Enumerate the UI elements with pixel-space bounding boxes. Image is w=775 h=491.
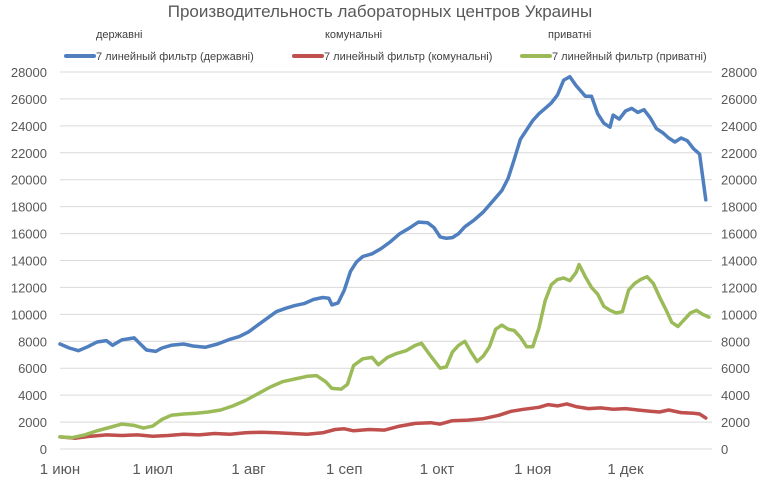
- y-tick-label-left: 12000: [11, 280, 47, 295]
- legend: 7 линейный фильтр (державні) 7 линейный ф…: [64, 51, 707, 63]
- x-tick-label: 1 ноя: [514, 461, 551, 478]
- x-axis: 1 июн 1 июл 1 авг 1 сеп 1 окт 1 ноя 1 дек: [40, 461, 644, 478]
- y-tick-label-right: 10000: [721, 307, 757, 322]
- y-tick-label-left: 6000: [18, 361, 47, 376]
- y-tick-label-left: 22000: [11, 146, 47, 161]
- y-tick-label-right: 24000: [721, 119, 757, 134]
- legend-header-pryvatni: приватні: [548, 29, 591, 41]
- y-tick-label-right: 18000: [721, 200, 757, 215]
- y-tick-label-left: 4000: [18, 388, 47, 403]
- legend-header-komunalni: комунальні: [325, 29, 382, 41]
- y-tick-label-left: 2000: [18, 415, 47, 430]
- y-tick-label-right: 20000: [721, 173, 757, 188]
- y-tick-label-right: 0: [721, 442, 728, 457]
- y-tick-label-left: 28000: [11, 65, 47, 80]
- y-tick-label-left: 24000: [11, 119, 47, 134]
- x-tick-label: 1 окт: [420, 461, 455, 478]
- y-axis-left: 0 2000 4000 6000 8000 10000 12000 14000 16000 180…: [11, 65, 47, 457]
- y-tick-label-right: 28000: [721, 65, 757, 80]
- y-tick-label-right: 4000: [721, 388, 750, 403]
- legend-label-3: 7 линейный фильтр (приватні): [552, 51, 707, 63]
- x-tick-label: 1 дек: [607, 461, 644, 478]
- legend-label-2: 7 линейный фильтр (комунальні): [324, 51, 492, 63]
- series-lines: [58, 74, 711, 440]
- y-tick-label-right: 16000: [721, 227, 757, 242]
- chart-title: Производительность лабораторных центров …: [168, 2, 593, 21]
- y-axis-right: 0 2000 4000 6000 8000 10000 12000 14000 16000 180…: [721, 65, 757, 457]
- y-tick-label-right: 12000: [721, 280, 757, 295]
- y-tick-label-left: 8000: [18, 334, 47, 349]
- y-tick-label-left: 16000: [11, 227, 47, 242]
- y-tick-label-left: 0: [40, 442, 47, 457]
- series-line-2: [58, 402, 708, 440]
- y-tick-label-right: 2000: [721, 415, 750, 430]
- x-tick-label: 1 сеп: [326, 461, 362, 478]
- y-tick-label-right: 6000: [721, 361, 750, 376]
- gridlines: [60, 71, 712, 450]
- y-tick-label-right: 14000: [721, 254, 757, 269]
- legend-header-derzhavni: державні: [96, 29, 143, 41]
- y-tick-label-left: 20000: [11, 173, 47, 188]
- y-tick-label-left: 10000: [11, 307, 47, 322]
- y-tick-label-left: 18000: [11, 200, 47, 215]
- y-tick-label-right: 22000: [721, 146, 757, 161]
- series-line-1: [58, 74, 708, 354]
- y-tick-label-right: 26000: [721, 92, 757, 107]
- y-tick-label-left: 14000: [11, 254, 47, 269]
- legend-label-1: 7 линейный фильтр (державні): [96, 51, 254, 63]
- y-tick-label-right: 8000: [721, 334, 750, 349]
- x-tick-label: 1 авг: [231, 461, 266, 478]
- series-line-3: [58, 262, 711, 440]
- y-tick-label-left: 26000: [11, 92, 47, 107]
- x-tick-label: 1 июн: [40, 461, 80, 478]
- x-tick-label: 1 июл: [132, 461, 173, 478]
